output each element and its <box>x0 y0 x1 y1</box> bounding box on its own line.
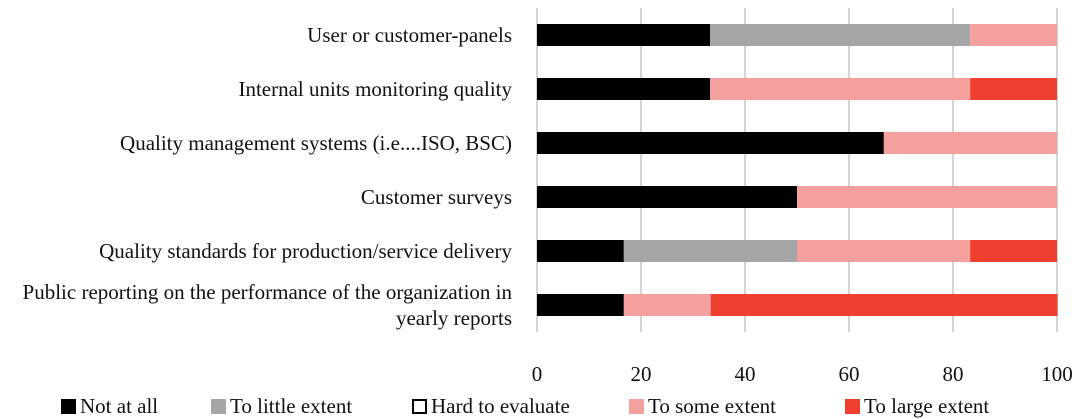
legend-label: Not at all <box>80 394 158 418</box>
category-label: Customer surveys <box>360 185 512 209</box>
legend-label: To little extent <box>230 394 352 418</box>
bar-segment <box>883 132 1057 154</box>
bar-segment <box>537 78 711 100</box>
bar-segment <box>710 24 971 46</box>
bar-segment <box>537 240 624 262</box>
x-tick-label: 40 <box>735 362 756 386</box>
legend-swatch <box>629 399 644 414</box>
bar-segment <box>797 240 971 262</box>
bar-segment <box>797 186 1057 208</box>
legend-label: To some extent <box>648 394 776 418</box>
legend-swatch <box>61 399 76 414</box>
bar-segment <box>537 24 711 46</box>
bar-segment <box>710 78 971 100</box>
bar-segment <box>970 78 1057 100</box>
bar-segment <box>970 240 1057 262</box>
legend-swatch <box>845 399 860 414</box>
category-label: Public reporting on the performance of t… <box>22 280 512 330</box>
bar-segment <box>537 132 884 154</box>
bar-segment <box>537 294 624 316</box>
legend-label: To large extent <box>864 394 989 418</box>
x-tick-label: 60 <box>839 362 860 386</box>
legend-swatch <box>412 399 427 414</box>
bar-segment <box>623 294 711 316</box>
bar-segment <box>970 24 1057 46</box>
x-tick-label: 20 <box>631 362 652 386</box>
bar-segment <box>710 294 1058 316</box>
category-label: Quality management systems (i.e....ISO, … <box>120 131 512 155</box>
category-labels: User or customer-panels Internal units mo… <box>0 0 512 333</box>
x-tick-label: 80 <box>943 362 964 386</box>
bar-segment <box>623 240 797 262</box>
bar-segment <box>537 186 797 208</box>
x-tick-label: 0 <box>532 362 543 386</box>
legend-label: Hard to evaluate <box>431 394 570 418</box>
x-tick-label: 100 <box>1041 362 1073 386</box>
category-label: User or customer-panels <box>307 23 512 47</box>
legend-swatch <box>211 399 226 414</box>
category-label: Quality standards for production/service… <box>99 239 512 263</box>
category-label: Internal units monitoring quality <box>238 77 512 101</box>
